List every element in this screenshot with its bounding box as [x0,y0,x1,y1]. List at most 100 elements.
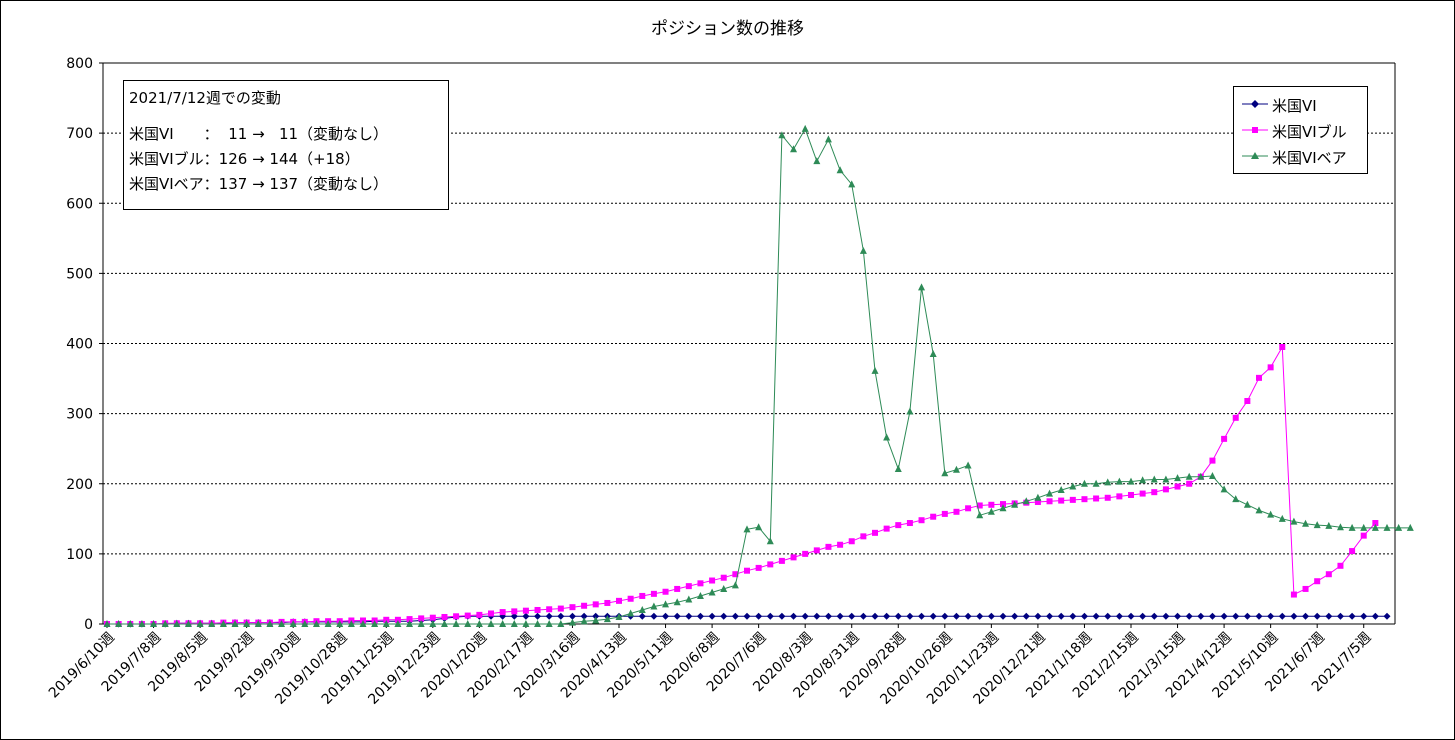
data-point [755,564,762,571]
data-point [1127,477,1135,485]
data-point [231,620,239,627]
data-point [557,620,565,627]
data-point [964,612,972,620]
data-point [953,508,960,515]
data-point [813,157,821,165]
data-point [894,612,902,620]
data-point [1360,523,1368,531]
data-point [731,612,739,620]
data-point [906,612,914,620]
data-point [1360,612,1368,620]
data-point [1104,612,1112,620]
data-point [1302,519,1310,527]
legend-item-vi: 米国VI [1234,92,1367,116]
data-point [522,612,530,620]
data-point [254,620,262,627]
data-point [266,620,274,627]
data-point [1046,489,1054,497]
data-point [488,610,494,617]
data-point [1186,480,1193,487]
data-point [1011,500,1019,508]
data-point [592,616,600,624]
data-point [616,597,622,604]
data-point [1336,523,1344,531]
data-point [720,574,727,581]
data-point [394,620,402,627]
data-point [1104,494,1111,501]
data-point [440,620,448,627]
data-point [545,620,553,627]
data-point [895,522,902,529]
data-point [1057,486,1065,494]
data-point [696,612,704,620]
data-point [1174,483,1181,490]
data-point [627,609,635,617]
data-point [161,620,169,627]
data-point [709,577,716,584]
data-point [1383,612,1391,620]
y-tick-label: 300 [66,407,93,423]
data-point [1116,493,1123,500]
data-point [1104,478,1112,486]
data-point [1022,612,1030,620]
data-point [1128,491,1134,498]
data-point [708,588,716,596]
annotation-heading: 2021/7/12週での変動 [129,89,281,107]
data-point [674,585,681,592]
data-point [720,612,728,620]
chart-title: ポジション数の推移 [651,19,804,39]
data-point [546,606,553,613]
data-point [1034,612,1042,620]
data-point [987,507,995,515]
data-point [1255,506,1263,514]
data-point [1174,612,1182,620]
data-point [1349,548,1356,555]
data-point [1080,479,1088,487]
data-point [452,620,460,627]
data-point [952,465,960,473]
data-point [930,513,937,520]
data-point [696,591,704,599]
data-point [1208,472,1216,480]
data-point [1255,612,1263,620]
data-point [929,612,937,620]
data-point [1080,612,1088,620]
data-point [976,612,984,620]
data-point [1406,523,1414,531]
data-point [301,620,309,627]
series-line [107,345,1376,625]
change-annotation-box: 2021/7/12週での変動 米国VI ： 11 → 11（変動なし） 米国VI… [123,80,449,210]
data-point [1069,482,1077,490]
data-point [790,145,798,153]
data-point [778,612,786,620]
data-point [359,620,367,627]
data-point [872,529,878,536]
data-point [1336,612,1344,620]
data-point [569,604,576,611]
data-point [510,620,518,627]
data-point [580,612,588,620]
data-point [755,523,763,531]
data-point [1046,498,1053,505]
data-point [453,613,460,620]
data-point [592,601,599,608]
data-point [184,620,192,627]
data-point [511,608,518,615]
legend-diamond-marker-icon [1242,100,1268,108]
data-point [824,135,832,143]
data-point [557,605,564,612]
data-point [568,618,576,626]
data-point [848,538,855,545]
data-point [1093,495,1100,502]
data-point [790,612,798,620]
data-point [802,550,809,557]
data-point [1348,612,1356,620]
data-point [464,620,472,627]
data-point [813,612,821,620]
data-point [1395,523,1403,531]
annotation-line-vi: 米国VI ： 11 → 11（変動なし） [129,125,389,143]
data-point [766,612,774,620]
data-point [1313,612,1321,620]
data-point [243,620,251,627]
data-point [1314,578,1321,585]
